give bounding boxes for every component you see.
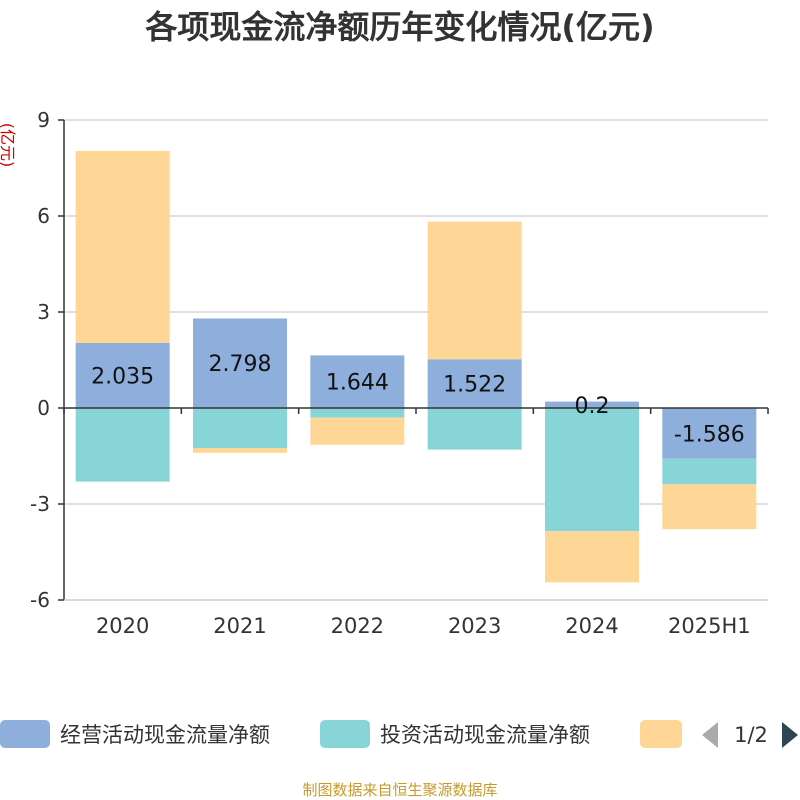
data-label-2022: 1.644 [326, 371, 389, 396]
bar-financing-2020[interactable] [75, 150, 170, 343]
data-label-2023: 1.522 [443, 373, 506, 398]
y-tick-label: -3 [30, 492, 50, 516]
chart-title: 各项现金流净额历年变化情况(亿元) [145, 8, 654, 46]
bar-operating-2022[interactable] [310, 355, 405, 408]
x-tick-label-2022: 2022 [331, 614, 384, 638]
y-ticks: 9 6 3 0 -3 -6 [30, 108, 64, 612]
legend: 经营活动现金流量净额 投资活动现金流量净额 1/2 [0, 720, 798, 748]
x-tick-label-2021: 2021 [213, 614, 266, 638]
y-tick-label: 9 [37, 108, 50, 132]
bar-investing-2021[interactable] [193, 408, 287, 448]
bar-financing-2023[interactable] [427, 221, 522, 360]
bar-investing-2025H1[interactable] [662, 458, 757, 485]
bar-financing-2022[interactable] [310, 417, 405, 445]
data-label-2021: 2.798 [209, 352, 272, 377]
bar-operating-2021[interactable] [193, 318, 287, 408]
bars [75, 150, 757, 583]
y-tick-label: 0 [37, 396, 50, 420]
legend-label-operating[interactable]: 经营活动现金流量净额 [60, 723, 270, 747]
y-tick-label: 6 [37, 204, 50, 228]
y-tick-label: -6 [30, 588, 50, 612]
legend-swatch-financing[interactable] [640, 720, 682, 748]
x-tick-label-2025H1: 2025H1 [668, 614, 751, 638]
legend-swatch-investing[interactable] [320, 720, 370, 748]
bar-operating-2023[interactable] [427, 359, 522, 408]
bar-operating-2024[interactable] [545, 401, 639, 408]
bar-investing-2023[interactable] [427, 408, 522, 450]
data-label-2020: 2.035 [91, 364, 154, 389]
bar-investing-2020[interactable] [75, 408, 170, 482]
x-ticks: 2020 2021 2022 2023 2024 2025H1 [63, 408, 769, 638]
data-label-2025H1: -1.586 [674, 422, 745, 447]
bar-operating-2020[interactable] [75, 342, 170, 408]
x-tick-label-2024: 2024 [565, 614, 618, 638]
legend-label-investing[interactable]: 投资活动现金流量净额 [380, 723, 590, 747]
y-tick-label: 3 [37, 300, 50, 324]
bar-financing-2024[interactable] [545, 531, 639, 583]
y-axis-label: (亿元) [0, 123, 17, 168]
x-tick-label-2023: 2023 [448, 614, 501, 638]
bar-investing-2024[interactable] [545, 408, 639, 532]
bar-financing-2021[interactable] [193, 448, 287, 453]
legend-next-page-icon[interactable] [782, 722, 798, 748]
x-tick-label-2020: 2020 [96, 614, 149, 638]
data-labels: 2.035 2.798 1.644 1.522 0.2 -1.586 [91, 352, 745, 447]
legend-swatch-operating[interactable] [0, 720, 50, 748]
bar-operating-2025H1[interactable] [662, 408, 757, 459]
source-note: 制图数据来自恒生聚源数据库 [302, 781, 497, 799]
bar-financing-2025H1[interactable] [662, 484, 757, 530]
legend-page-indicator: 1/2 [734, 723, 768, 747]
legend-prev-page-icon[interactable] [702, 722, 718, 748]
data-label-2024: 0.2 [575, 394, 610, 419]
bar-investing-2022[interactable] [310, 408, 405, 418]
